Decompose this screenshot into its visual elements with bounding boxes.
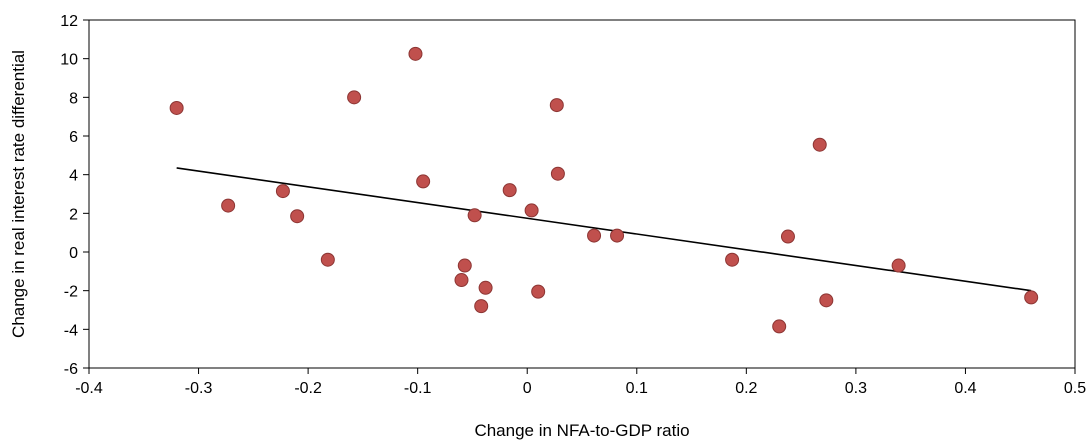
data-point <box>587 228 602 243</box>
x-tick-label: 0.1 <box>626 380 648 397</box>
data-point <box>416 174 431 189</box>
data-point <box>780 229 795 244</box>
x-tick-label: -0.4 <box>75 380 103 397</box>
x-tick-label: -0.1 <box>404 380 432 397</box>
x-axis-title: Change in NFA-to-GDP ratio <box>474 421 689 440</box>
data-point <box>1024 290 1039 305</box>
data-point <box>891 258 906 273</box>
data-point <box>549 98 564 113</box>
y-tick-label: 4 <box>69 168 78 185</box>
y-axis-title: Change in real interest rate differentia… <box>9 50 28 338</box>
data-point <box>221 198 236 213</box>
data-point <box>474 299 489 314</box>
x-tick-label: -0.3 <box>185 380 213 397</box>
x-tick-label: 0.2 <box>735 380 757 397</box>
x-tick-label: 0 <box>523 380 532 397</box>
x-tick-label: 0.4 <box>954 380 976 397</box>
data-point <box>812 137 827 152</box>
y-tick-label: 6 <box>69 129 78 146</box>
data-point <box>610 228 625 243</box>
trendline <box>176 167 1032 292</box>
data-point <box>819 293 834 308</box>
y-tick-label: -6 <box>64 361 78 378</box>
trendline-layer <box>176 167 1032 292</box>
x-tick-label: -0.2 <box>294 380 322 397</box>
data-point <box>502 183 517 198</box>
data-point <box>550 166 565 181</box>
y-tick-label: 2 <box>69 206 78 223</box>
data-points <box>169 46 1039 334</box>
y-tick-label: 0 <box>69 245 78 262</box>
data-point <box>467 208 482 223</box>
data-point <box>725 252 740 267</box>
data-point <box>408 46 423 61</box>
y-tick-label: 12 <box>60 13 78 30</box>
plot-area <box>88 19 1076 369</box>
x-tick-label: 0.3 <box>845 380 867 397</box>
data-point <box>454 273 469 288</box>
data-point <box>478 280 493 295</box>
data-point <box>320 252 335 267</box>
data-point <box>524 203 539 218</box>
y-tick-label: -2 <box>64 284 78 301</box>
y-tick-label: -4 <box>64 322 78 339</box>
data-point <box>275 184 290 199</box>
y-tick-label: 8 <box>69 90 78 107</box>
data-point <box>347 90 362 105</box>
data-point <box>169 100 184 115</box>
data-point <box>290 209 305 224</box>
x-tick-label: 0.5 <box>1064 380 1086 397</box>
y-tick-label: 10 <box>60 52 78 69</box>
data-point <box>531 284 546 299</box>
x-axis: -0.4 -0.3 -0.2 -0.1 0 0.1 0.2 0.3 0.4 0.5 <box>75 368 1086 397</box>
data-point <box>772 319 787 334</box>
data-point <box>457 258 472 273</box>
y-axis: -6 -4 -2 0 2 4 6 8 10 12 <box>60 13 89 378</box>
